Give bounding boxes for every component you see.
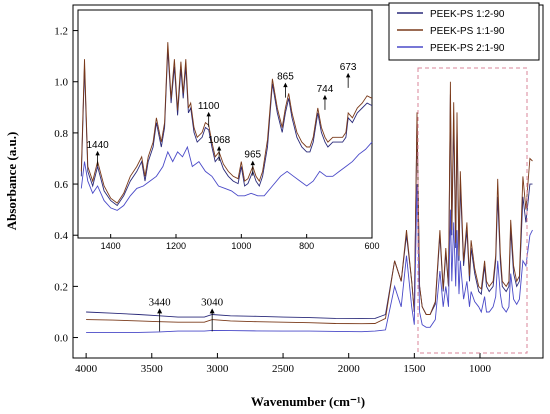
inset-x-tick-label: 800 <box>299 241 314 251</box>
inset-annotation-label: 1440 <box>86 140 109 151</box>
inset-annotation-label: 744 <box>317 84 334 95</box>
inset-series-line-2 <box>80 42 373 204</box>
inset-series-line-1 <box>80 49 373 207</box>
x-tick-label: 3000 <box>206 363 229 375</box>
series-line-2 <box>86 81 533 325</box>
y-axis-title: Absorbance (a.u.) <box>4 132 19 231</box>
inset-chart: 1400 1200 1000 800 600 1440 1100 1068 965 865 744… <box>77 9 380 251</box>
inset-x-tick-label: 1000 <box>231 241 251 251</box>
main-series-group <box>86 81 533 333</box>
y-tick-label: 1.2 <box>54 26 68 38</box>
arrow-head <box>322 94 328 100</box>
inset-annotation-label: 1100 <box>198 101 220 112</box>
highlight-region-box <box>417 67 528 354</box>
inset-series-group <box>80 42 373 211</box>
legend: PEEK-PS 1:2-90 PEEK-PS 1:1-90 PEEK-PS 2:… <box>388 2 540 61</box>
arrow-head <box>345 72 351 78</box>
y-tick-label: 0.2 <box>54 281 68 293</box>
inset-x-tick-label: 1200 <box>166 241 186 251</box>
y-tick-label: 0.4 <box>54 230 68 242</box>
inset-annotation-label: 965 <box>244 150 261 161</box>
inset-annotations: 1440 1100 1068 965 865 744 673 <box>86 62 357 176</box>
inset-x-tick-label: 600 <box>364 241 379 251</box>
legend-label-3: PEEK-PS 2:1-90 <box>430 43 505 54</box>
arrow-head <box>95 150 100 156</box>
annotation-label: 3440 <box>149 296 172 308</box>
inset-series-line-3 <box>80 141 373 211</box>
inset-annotation-label: 865 <box>277 72 294 83</box>
arrow-head <box>157 308 163 314</box>
x-axis-title: Wavenumber (cm⁻¹) <box>251 394 365 409</box>
inset-frame <box>77 9 373 239</box>
y-tick-label: 0.6 <box>54 179 68 191</box>
inset-annotation-label: 673 <box>340 62 357 73</box>
inset-annotation-label: 1068 <box>208 135 231 146</box>
legend-label-2: PEEK-PS 1:1-90 <box>430 26 505 37</box>
series-line-1 <box>86 94 533 320</box>
plot-frame <box>72 4 544 359</box>
main-ticks: 4000 3500 3000 2500 2000 1500 1000 0.0 0.2 0.4 0.6… <box>54 26 491 375</box>
series-line-3 <box>86 184 533 333</box>
x-tick-label: 1000 <box>469 363 492 375</box>
arrow-head <box>209 308 215 314</box>
arrow-head <box>206 111 211 117</box>
y-tick-label: 0.0 <box>54 333 68 345</box>
main-annotations: 3440 3040 <box>149 296 224 332</box>
inset-x-tick-label: 1400 <box>101 241 121 251</box>
x-tick-label: 4000 <box>75 363 98 375</box>
y-tick-label: 0.8 <box>54 128 68 140</box>
arrow-head <box>216 146 222 151</box>
arrow-head <box>283 82 288 88</box>
x-tick-label: 1500 <box>403 363 426 375</box>
arrow-head <box>250 160 255 166</box>
legend-label-1: PEEK-PS 1:2-90 <box>430 9 505 20</box>
x-tick-label: 2500 <box>272 363 295 375</box>
x-tick-label: 3500 <box>141 363 164 375</box>
inset-ticks: 1400 1200 1000 800 600 <box>101 234 380 251</box>
annotation-label: 3040 <box>201 296 224 308</box>
y-tick-label: 1.0 <box>54 77 68 89</box>
x-tick-label: 2000 <box>338 363 361 375</box>
